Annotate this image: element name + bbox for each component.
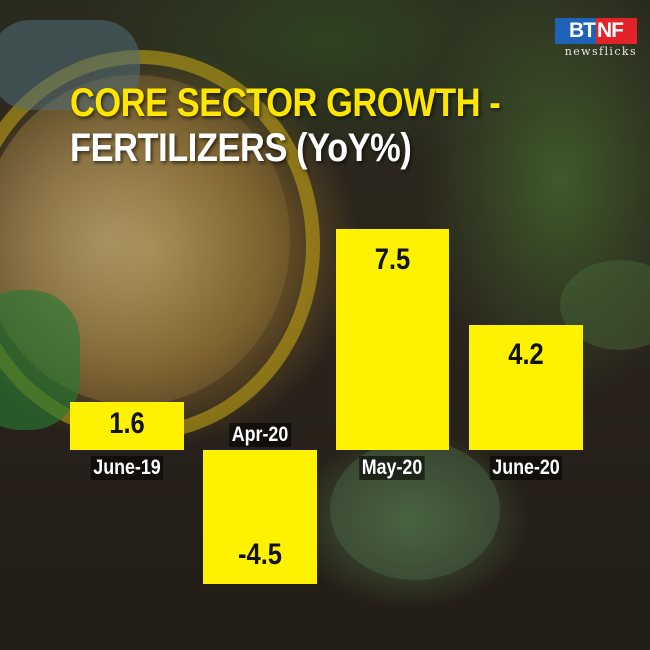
logo-bt: BT (555, 18, 596, 44)
category-label: Apr-20 (229, 423, 291, 447)
bt-nf-logo: BT NF newsflicks (555, 18, 637, 58)
chart-title-line-1: CORE SECTOR GROWTH - (70, 81, 501, 125)
bar-value: 1.6 (109, 407, 145, 440)
background-glove (0, 20, 140, 110)
bar-apr-20: -4.5 (203, 450, 317, 584)
bar-value: 7.5 (374, 243, 411, 276)
bar-may-20: 7.5 (336, 229, 449, 450)
category-label: June-20 (489, 456, 563, 480)
chart-title-line-2: FERTILIZERS (YoY%) (70, 126, 412, 170)
background-glove-green (0, 290, 80, 430)
category-label: June-19 (90, 456, 164, 480)
bar-june-20: 4.2 (469, 325, 583, 450)
bar-value: -4.5 (238, 538, 282, 571)
category-label: May-20 (359, 456, 425, 480)
logo-nf: NF (596, 18, 637, 44)
bar-june-19: 1.6 (70, 402, 184, 450)
logo-subtext: newsflicks (564, 45, 637, 58)
bar-value: 4.2 (508, 338, 544, 371)
